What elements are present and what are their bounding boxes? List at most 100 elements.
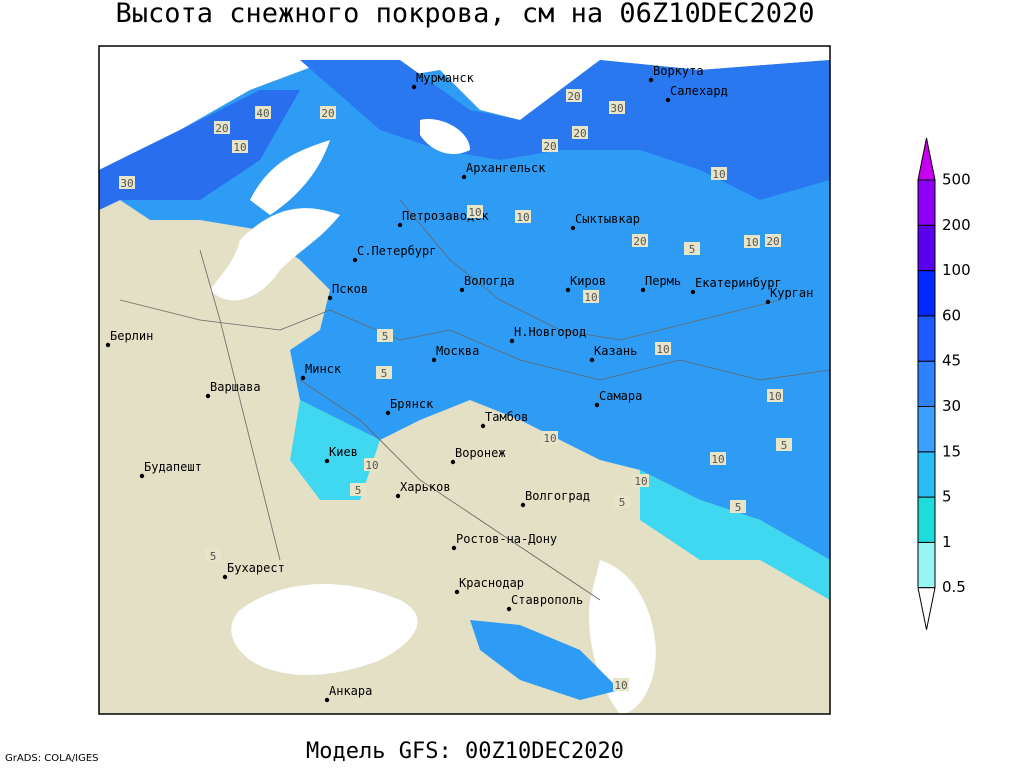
- city-label: Воркута: [653, 64, 704, 78]
- contour-label: 20: [633, 235, 646, 248]
- city-label: Киров: [570, 274, 606, 288]
- caspian-sea: [589, 560, 656, 714]
- contour-label-bg: [632, 234, 648, 247]
- city-dot: [205, 393, 211, 399]
- city-dot: [648, 77, 654, 83]
- map-frame: [98, 45, 831, 715]
- contour-label: 10: [233, 141, 246, 154]
- city-label: Ростов-на-Дону: [456, 532, 557, 546]
- contour-label-bg: [467, 205, 483, 218]
- contour-label-bg: [255, 106, 271, 119]
- city-dot: [506, 606, 512, 612]
- colorbar-label: 15: [942, 442, 961, 460]
- city-dot: [451, 545, 457, 551]
- city-label: Брянск: [390, 397, 434, 411]
- contour-label-bg: [730, 500, 746, 513]
- contour-label: 20: [766, 235, 779, 248]
- city-label: Воронеж: [455, 446, 506, 460]
- colorbar-box: [917, 315, 936, 362]
- snow-light: [640, 470, 830, 600]
- colorbar-label: 0.5: [942, 578, 966, 596]
- contour-label: 10: [614, 679, 627, 692]
- contour-label: 5: [735, 501, 742, 514]
- gulf-bothnia: [250, 140, 330, 215]
- city-label: Салехард: [670, 84, 728, 98]
- contour-label: 10: [584, 291, 597, 304]
- borders: [119, 199, 830, 601]
- city-dot: [509, 338, 515, 344]
- contour-label: 30: [610, 102, 623, 115]
- contour-label: 10: [468, 206, 481, 219]
- contour-label-bg: [350, 483, 366, 496]
- baltic-sea: [210, 208, 340, 301]
- contour-label: 10: [711, 453, 724, 466]
- city-dot: [520, 502, 526, 508]
- contour-label-bg: [542, 139, 558, 152]
- contour-label: 5: [381, 367, 388, 380]
- city-label: Архангельск: [466, 161, 546, 175]
- contour-label-bg: [515, 210, 531, 223]
- city-label: Ставрополь: [511, 593, 583, 607]
- contour-label: 40: [256, 107, 269, 120]
- city-label: Волгоград: [525, 489, 590, 503]
- city-dot: [665, 97, 671, 103]
- city-dot: [450, 459, 456, 465]
- contour-label: 20: [567, 90, 580, 103]
- contour-label: 5: [781, 439, 788, 452]
- black-sea: [231, 583, 418, 675]
- snow-light: [290, 400, 380, 500]
- city-label: Берлин: [110, 329, 153, 343]
- colorbar-box: [917, 541, 936, 589]
- colorbar-box: [917, 451, 936, 498]
- city-dot: [411, 84, 417, 90]
- colorbar-label: 5: [942, 488, 952, 506]
- contour-label-bg: [583, 290, 599, 303]
- colorbar-top: [917, 137, 936, 181]
- contour-label-bg: [572, 126, 588, 139]
- contour-label-bg: [119, 176, 135, 189]
- city-dot: [327, 295, 333, 301]
- contour-label: 20: [321, 107, 334, 120]
- contour-label: 10: [634, 475, 647, 488]
- city-label: Казань: [594, 344, 637, 358]
- contour-label-bg: [542, 431, 558, 444]
- city-dot: [300, 375, 306, 381]
- city-dot: [594, 402, 600, 408]
- colorbar-label: 500: [942, 171, 971, 189]
- contour-label-bg: [744, 235, 760, 248]
- contour-label: 5: [355, 484, 362, 497]
- city-label: Анкара: [329, 684, 372, 698]
- contour-label: 10: [712, 168, 725, 181]
- contour-label: 10: [656, 343, 669, 356]
- city-dot: [324, 697, 330, 703]
- contour-label: 5: [619, 496, 626, 509]
- city-dot: [324, 458, 330, 464]
- contour-label-bg: [214, 121, 230, 134]
- colorbar-box: [917, 224, 936, 272]
- city-label: Краснодар: [459, 576, 524, 590]
- city-dot: [352, 257, 358, 263]
- city-label: Сыктывкар: [575, 212, 640, 226]
- city-label: Н.Новгород: [514, 325, 586, 339]
- city-dot: [565, 287, 571, 293]
- contour-label: 5: [382, 330, 389, 343]
- colorbar-box: [917, 360, 936, 408]
- city-label: Будапешт: [144, 460, 202, 474]
- city-label: Пермь: [645, 274, 681, 288]
- contour-label-bg: [320, 106, 336, 119]
- colorbar-label: 100: [942, 261, 971, 279]
- snow-deep: [99, 90, 300, 210]
- city-label: Москва: [436, 344, 479, 358]
- colorbar-label: 45: [942, 352, 961, 370]
- credit: GrADS: COLA/IGES: [5, 753, 99, 764]
- contour-label-bg: [609, 101, 625, 114]
- city-label: Харьков: [400, 480, 451, 494]
- colorbar-box: [917, 270, 936, 317]
- contour-label-bg: [765, 234, 781, 247]
- colorbar-box: [917, 496, 936, 543]
- city-dot: [454, 589, 460, 595]
- city-dot: [139, 473, 145, 479]
- city-dot: [395, 493, 401, 499]
